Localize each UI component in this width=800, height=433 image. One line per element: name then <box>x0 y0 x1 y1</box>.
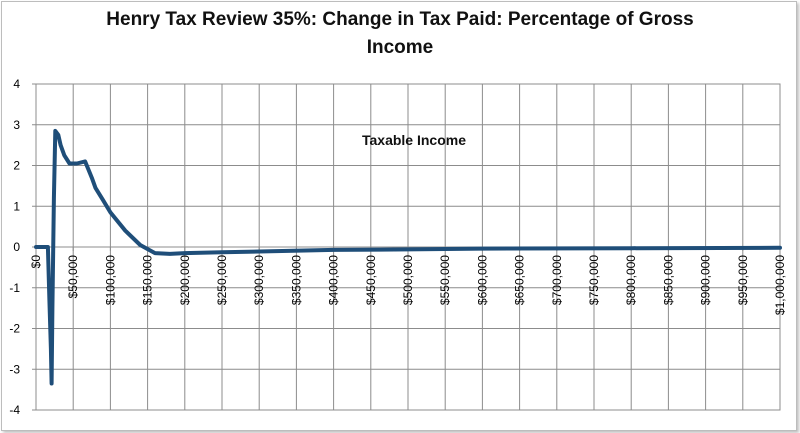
grid-lines <box>32 83 781 411</box>
x-tick-label: $50,000 <box>66 255 80 299</box>
y-tick-label: 1 <box>13 199 20 213</box>
y-tick-label: 4 <box>13 77 20 91</box>
x-tick-label: $650,000 <box>513 255 527 305</box>
y-tick-label: -2 <box>9 322 20 336</box>
y-tick-label: 2 <box>13 159 20 173</box>
x-tick-label: $400,000 <box>327 255 341 305</box>
x-tick-label: $550,000 <box>438 255 452 305</box>
x-tick-label: $450,000 <box>364 255 378 305</box>
x-tick-label: $900,000 <box>699 255 713 305</box>
series-group <box>34 128 782 386</box>
x-axis-tick-labels: $0 $50,000 $100,000 $150,000 $200,000 $250,00… <box>29 255 787 315</box>
annotation-taxable-income: Taxable Income <box>362 132 466 148</box>
x-tick-label: $0 <box>29 255 43 269</box>
x-tick-label: $350,000 <box>289 255 303 305</box>
y-tick-label: 0 <box>13 240 20 254</box>
x-tick-label: $600,000 <box>475 255 489 305</box>
x-tick-label: $950,000 <box>736 255 750 305</box>
x-tick-label: $250,000 <box>215 255 229 305</box>
y-tick-label: -3 <box>9 362 20 376</box>
x-tick-label: $750,000 <box>587 255 601 305</box>
y-tick-label: -4 <box>9 403 20 417</box>
x-tick-label: $300,000 <box>252 255 266 305</box>
x-tick-label: $150,000 <box>141 255 155 305</box>
x-tick-label: $850,000 <box>661 255 675 305</box>
x-tick-label: $100,000 <box>103 255 117 305</box>
x-tick-label: $700,000 <box>550 255 564 305</box>
x-tick-label: $200,000 <box>178 255 192 305</box>
x-tick-label: $500,000 <box>401 255 415 305</box>
chart-title-text: Henry Tax Review 35%: Change in Tax Paid… <box>106 9 694 58</box>
chart-title: Henry Tax Review 35%: Change in Tax Paid… <box>0 6 800 62</box>
y-tick-label: -1 <box>9 281 20 295</box>
series-line <box>34 128 782 386</box>
y-axis-tick-labels: -4 -3 -2 -1 0 1 2 3 4 <box>9 77 20 417</box>
x-tick-label: $1,000,000 <box>773 255 787 315</box>
x-tick-label: $800,000 <box>624 255 638 305</box>
y-tick-label: 3 <box>13 118 20 132</box>
